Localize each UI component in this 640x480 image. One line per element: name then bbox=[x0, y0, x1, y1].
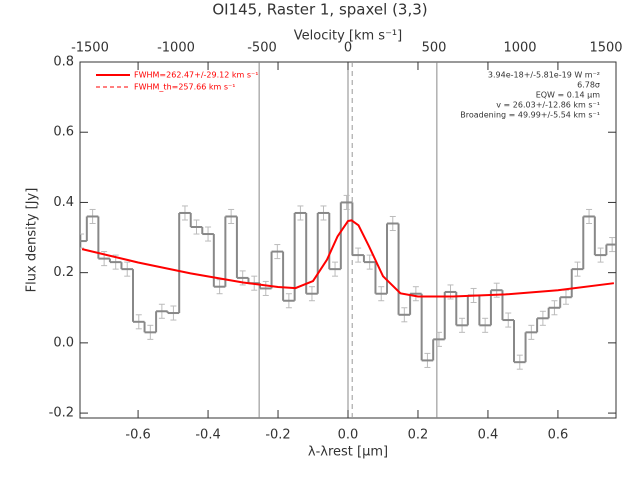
chart-title: OI145, Raster 1, spaxel (3,3) bbox=[212, 1, 427, 19]
x-tick-label: 0.6 bbox=[548, 428, 569, 443]
x2-tick-label: 1000 bbox=[503, 41, 536, 56]
x-tick-label: 0.0 bbox=[338, 428, 359, 443]
annotation: 6.78σ bbox=[577, 81, 600, 90]
annotation: EQW = 0.14 μm bbox=[536, 91, 600, 100]
x-tick-label: -0.2 bbox=[265, 428, 290, 443]
y-tick-label: 0.2 bbox=[53, 265, 74, 280]
plot-area bbox=[80, 62, 616, 418]
x-tick-label: -0.4 bbox=[195, 428, 220, 443]
x-axis-label: λ-λrest [μm] bbox=[308, 445, 388, 460]
legend-label: FWHM_th=257.66 km s⁻¹ bbox=[134, 83, 235, 92]
x2-tick-label: 0 bbox=[344, 41, 352, 56]
x-tick-label: 0.4 bbox=[478, 428, 499, 443]
legend-label: FWHM=262.47+/-29.12 km s⁻¹ bbox=[134, 71, 258, 80]
x2-tick-label: 500 bbox=[422, 41, 447, 56]
x2-tick-label: -1500 bbox=[71, 41, 109, 56]
annotation: v = 26.03+/-12.86 km s⁻¹ bbox=[496, 101, 600, 110]
x2-axis-label: Velocity [km s⁻¹] bbox=[294, 29, 402, 44]
x2-tick-label: 1500 bbox=[589, 41, 622, 56]
x-tick-label: 0.2 bbox=[408, 428, 429, 443]
x-tick-label: -0.6 bbox=[125, 428, 150, 443]
y-tick-label: 0.0 bbox=[53, 335, 74, 350]
y-axis-label: Flux density [Jy] bbox=[25, 188, 40, 293]
y-tick-label: 0.6 bbox=[53, 125, 74, 140]
x2-tick-label: -1000 bbox=[157, 41, 195, 56]
y-tick-label: -0.2 bbox=[49, 406, 74, 421]
y-tick-label: 0.4 bbox=[53, 195, 74, 210]
x2-tick-label: -500 bbox=[247, 41, 277, 56]
fit-line bbox=[81, 219, 615, 298]
annotation: 3.94e-18+/-5.81e-19 W m⁻² bbox=[488, 71, 600, 80]
annotation: Broadening = 49.99+/-5.54 km s⁻¹ bbox=[460, 111, 600, 120]
y-tick-label: 0.8 bbox=[53, 55, 74, 70]
